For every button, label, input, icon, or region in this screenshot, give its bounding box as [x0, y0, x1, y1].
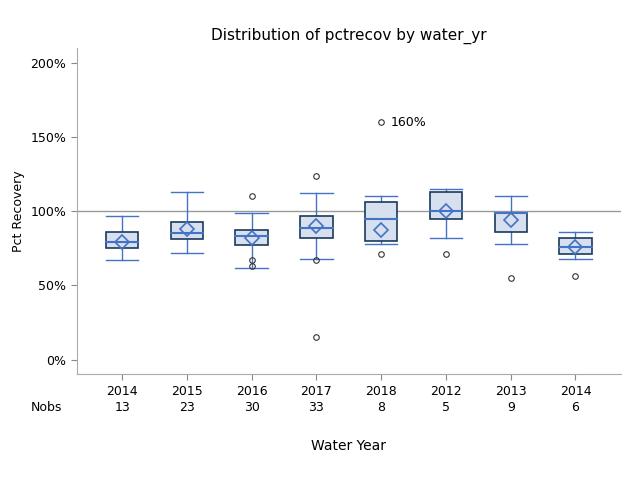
Bar	[106, 232, 138, 248]
Text: 8: 8	[377, 400, 385, 414]
Text: Water Year: Water Year	[311, 439, 387, 453]
Bar	[236, 230, 268, 245]
Title: Distribution of pctrecov by water_yr: Distribution of pctrecov by water_yr	[211, 28, 486, 44]
Bar	[429, 192, 462, 218]
Bar	[559, 238, 591, 254]
Text: 160%: 160%	[391, 116, 427, 129]
Text: 5: 5	[442, 400, 450, 414]
Text: 9: 9	[507, 400, 515, 414]
Bar	[365, 202, 397, 241]
Text: 33: 33	[308, 400, 324, 414]
Y-axis label: Pct Recovery: Pct Recovery	[12, 170, 25, 252]
Text: Nobs: Nobs	[31, 400, 62, 414]
Bar	[495, 213, 527, 232]
Text: 6: 6	[572, 400, 579, 414]
Text: 30: 30	[244, 400, 260, 414]
Text: 23: 23	[179, 400, 195, 414]
Bar	[300, 216, 333, 238]
Bar	[171, 222, 203, 240]
Text: 13: 13	[115, 400, 130, 414]
